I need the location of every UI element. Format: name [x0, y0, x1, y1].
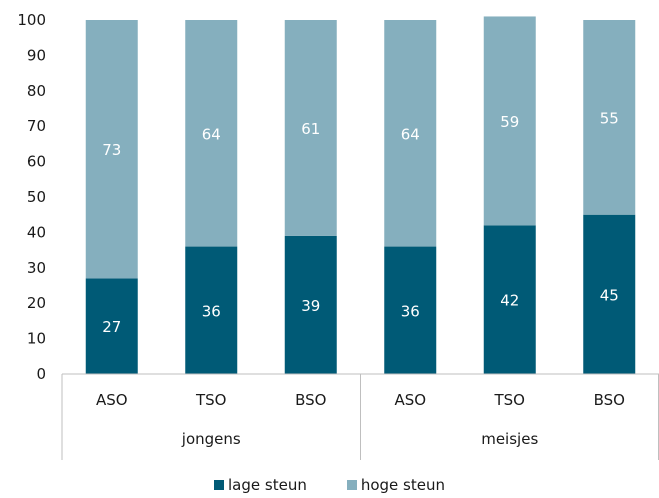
y-tick-label: 30 — [27, 259, 46, 277]
bar-lage-steun — [583, 214, 636, 374]
x-group-label: meisjes — [481, 430, 538, 448]
data-label: 64 — [202, 125, 221, 143]
data-label: 39 — [301, 297, 320, 315]
bar-hoge-steun — [85, 20, 138, 279]
bar-lage-steun — [384, 246, 437, 374]
x-tick-label: BSO — [295, 391, 326, 409]
y-tick-label: 90 — [27, 46, 46, 64]
x-tick-label: TSO — [195, 391, 227, 409]
x-tick-label: ASO — [96, 391, 128, 409]
bar-hoge-steun — [483, 16, 536, 226]
y-tick-label: 50 — [27, 188, 46, 206]
data-label: 45 — [600, 286, 619, 304]
legend-swatch-hoge-steun — [346, 480, 357, 490]
stacked-bar-chart: 0 10 20 30 40 50 60 70 80 90 100 27 73 36 64 39 61 36 64 4… — [17, 11, 659, 460]
data-label: 59 — [500, 113, 519, 131]
data-label: 27 — [102, 318, 121, 336]
y-tick-label: 10 — [27, 330, 46, 348]
x-tick-label: ASO — [394, 391, 426, 409]
y-axis: 0 10 20 30 40 50 60 70 80 90 100 — [17, 11, 46, 383]
bar-lage-steun — [483, 225, 536, 374]
x-tick-label: BSO — [594, 391, 625, 409]
data-label: 36 — [202, 302, 221, 320]
x-tick-label: TSO — [494, 391, 526, 409]
x-axis: ASO TSO BSO ASO TSO BSO jongens meisjes — [61, 373, 659, 460]
legend-swatch-lage-steun — [214, 480, 225, 490]
data-label: 73 — [102, 141, 121, 159]
legend-label-lage-steun: lage steun — [228, 476, 307, 494]
y-tick-label: 70 — [27, 117, 46, 135]
data-label: 36 — [401, 302, 420, 320]
y-tick-label: 40 — [27, 223, 46, 241]
y-tick-label: 60 — [27, 153, 46, 171]
legend-item-hoge-steun: hoge steun — [346, 476, 445, 494]
bar-area: 27 73 36 64 39 61 36 64 42 59 45 55 — [85, 16, 636, 374]
y-tick-label: 80 — [27, 82, 46, 100]
bar-hoge-steun — [185, 20, 238, 247]
legend-item-lage-steun: lage steun — [214, 476, 307, 494]
bar-hoge-steun — [583, 20, 636, 215]
bar-lage-steun — [85, 278, 138, 374]
bar-lage-steun — [284, 235, 337, 374]
bar-lage-steun — [185, 246, 238, 374]
y-tick-label: 100 — [17, 11, 46, 29]
data-label: 61 — [301, 120, 320, 138]
x-group-label: jongens — [181, 430, 241, 448]
y-tick-label: 0 — [36, 365, 46, 383]
legend: lage steun hoge steun — [0, 474, 659, 496]
bar-hoge-steun — [284, 20, 337, 236]
bar-hoge-steun — [384, 20, 437, 247]
y-tick-label: 20 — [27, 294, 46, 312]
legend-label-hoge-steun: hoge steun — [360, 476, 445, 494]
data-label: 55 — [600, 109, 619, 127]
data-label: 42 — [500, 292, 519, 310]
data-label: 64 — [401, 125, 420, 143]
